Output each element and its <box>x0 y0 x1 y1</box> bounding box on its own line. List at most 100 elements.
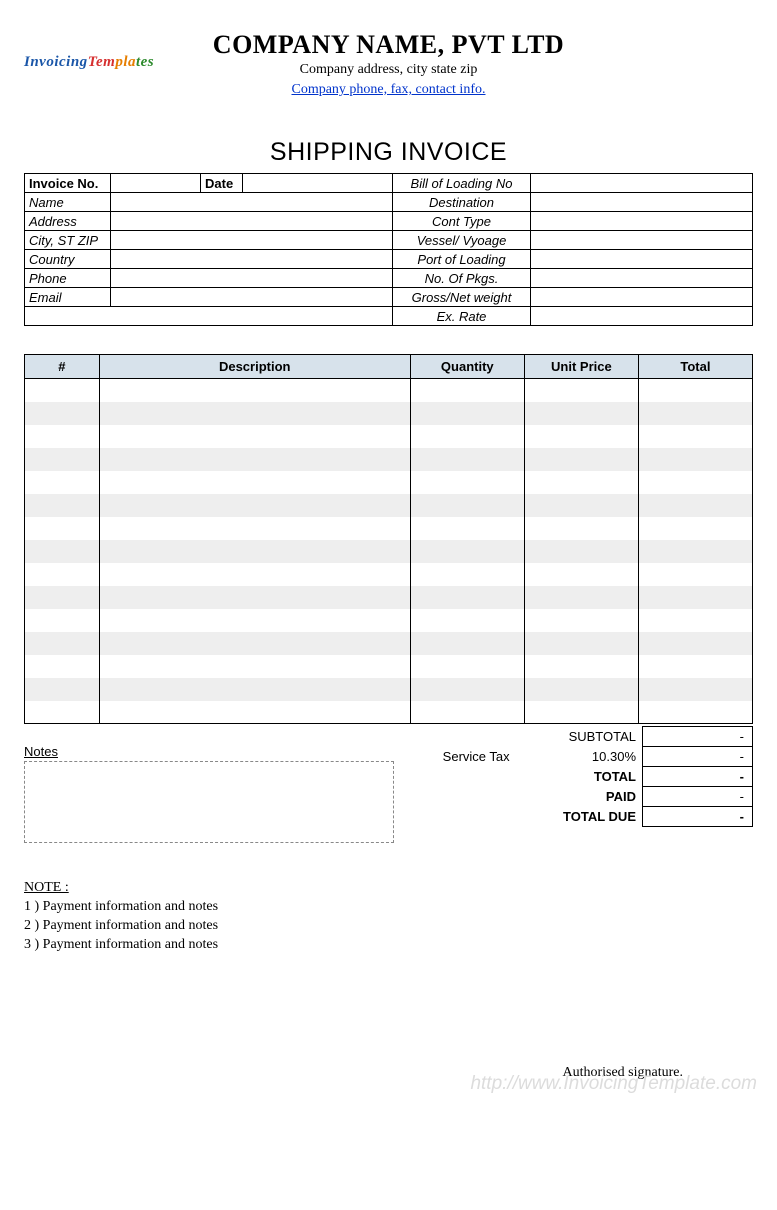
contact-link[interactable]: Company phone, fax, contact info. <box>291 82 485 98</box>
item-cell <box>25 586 100 609</box>
value-city <box>111 231 393 250</box>
logo-part-3: pla <box>115 54 136 70</box>
notes-box[interactable] <box>24 761 394 843</box>
item-cell <box>524 471 638 494</box>
item-cell <box>25 471 100 494</box>
item-cell <box>638 586 752 609</box>
label-ex-rate: Ex. Rate <box>393 307 531 326</box>
service-tax-rate: 10.30% <box>526 747 643 767</box>
item-cell <box>99 471 410 494</box>
item-row <box>25 471 753 494</box>
item-cell <box>99 494 410 517</box>
item-cell <box>99 540 410 563</box>
item-cell <box>524 701 638 724</box>
label-cont-type: Cont Type <box>393 212 531 231</box>
item-cell <box>410 494 524 517</box>
label-bill-loading: Bill of Loading No <box>393 174 531 193</box>
label-date: Date <box>201 174 243 193</box>
item-cell <box>410 678 524 701</box>
item-row <box>25 678 753 701</box>
blank-cell <box>25 307 393 326</box>
item-cell <box>25 655 100 678</box>
value-name <box>111 193 393 212</box>
value-weight <box>531 288 753 307</box>
value-cont-type <box>531 212 753 231</box>
paid-value: - <box>643 787 753 807</box>
item-cell <box>638 632 752 655</box>
item-cell <box>25 448 100 471</box>
total-due-label: TOTAL DUE <box>526 807 643 827</box>
item-cell <box>25 632 100 655</box>
totals-table: SUBTOTAL - Service Tax 10.30% - TOTAL - … <box>404 726 753 827</box>
item-cell <box>99 632 410 655</box>
item-cell <box>99 402 410 425</box>
item-cell <box>25 494 100 517</box>
item-row <box>25 609 753 632</box>
value-port <box>531 250 753 269</box>
value-date <box>243 174 393 193</box>
item-cell <box>99 563 410 586</box>
value-destination <box>531 193 753 212</box>
notes-label: Notes <box>24 744 404 759</box>
item-cell <box>25 517 100 540</box>
item-cell <box>524 402 638 425</box>
service-tax-label: Service Tax <box>404 747 526 767</box>
item-row <box>25 494 753 517</box>
col-header-qty: Quantity <box>410 355 524 379</box>
item-cell <box>524 632 638 655</box>
value-address <box>111 212 393 231</box>
item-row <box>25 448 753 471</box>
item-cell <box>638 402 752 425</box>
item-cell <box>524 563 638 586</box>
label-port: Port of Loading <box>393 250 531 269</box>
footer-notes: NOTE : 1 ) Payment information and notes… <box>24 879 753 955</box>
item-cell <box>25 379 100 402</box>
item-cell <box>638 494 752 517</box>
item-cell <box>638 379 752 402</box>
item-cell <box>638 471 752 494</box>
item-cell <box>99 655 410 678</box>
logo-part-4: tes <box>136 54 154 70</box>
item-cell <box>638 540 752 563</box>
item-row <box>25 379 753 402</box>
item-cell <box>524 586 638 609</box>
label-weight: Gross/Net weight <box>393 288 531 307</box>
item-cell <box>524 678 638 701</box>
item-row <box>25 425 753 448</box>
item-cell <box>524 609 638 632</box>
item-cell <box>638 701 752 724</box>
item-row <box>25 402 753 425</box>
service-tax-value: - <box>643 747 753 767</box>
value-phone <box>111 269 393 288</box>
item-cell <box>524 517 638 540</box>
document-header: InvoicingTemplates COMPANY NAME, PVT LTD… <box>24 30 753 98</box>
value-email <box>111 288 393 307</box>
item-cell <box>99 609 410 632</box>
label-vessel: Vessel/ Vyoage <box>393 231 531 250</box>
value-bill-loading <box>531 174 753 193</box>
item-row <box>25 517 753 540</box>
item-cell <box>25 425 100 448</box>
item-cell <box>410 701 524 724</box>
subtotal-label: SUBTOTAL <box>526 727 643 747</box>
item-cell <box>99 678 410 701</box>
col-header-num: # <box>25 355 100 379</box>
logo-part-1: Invoicing <box>24 54 88 70</box>
item-cell <box>99 448 410 471</box>
label-destination: Destination <box>393 193 531 212</box>
item-cell <box>410 379 524 402</box>
item-cell <box>410 540 524 563</box>
item-cell <box>410 655 524 678</box>
item-cell <box>638 563 752 586</box>
item-cell <box>524 494 638 517</box>
label-phone: Phone <box>25 269 111 288</box>
item-cell <box>99 425 410 448</box>
label-email: Email <box>25 288 111 307</box>
item-row <box>25 701 753 724</box>
item-cell <box>25 402 100 425</box>
item-cell <box>25 701 100 724</box>
footer-note-line: 2 ) Payment information and notes <box>24 917 753 936</box>
item-cell <box>524 448 638 471</box>
label-name: Name <box>25 193 111 212</box>
value-ex-rate <box>531 307 753 326</box>
